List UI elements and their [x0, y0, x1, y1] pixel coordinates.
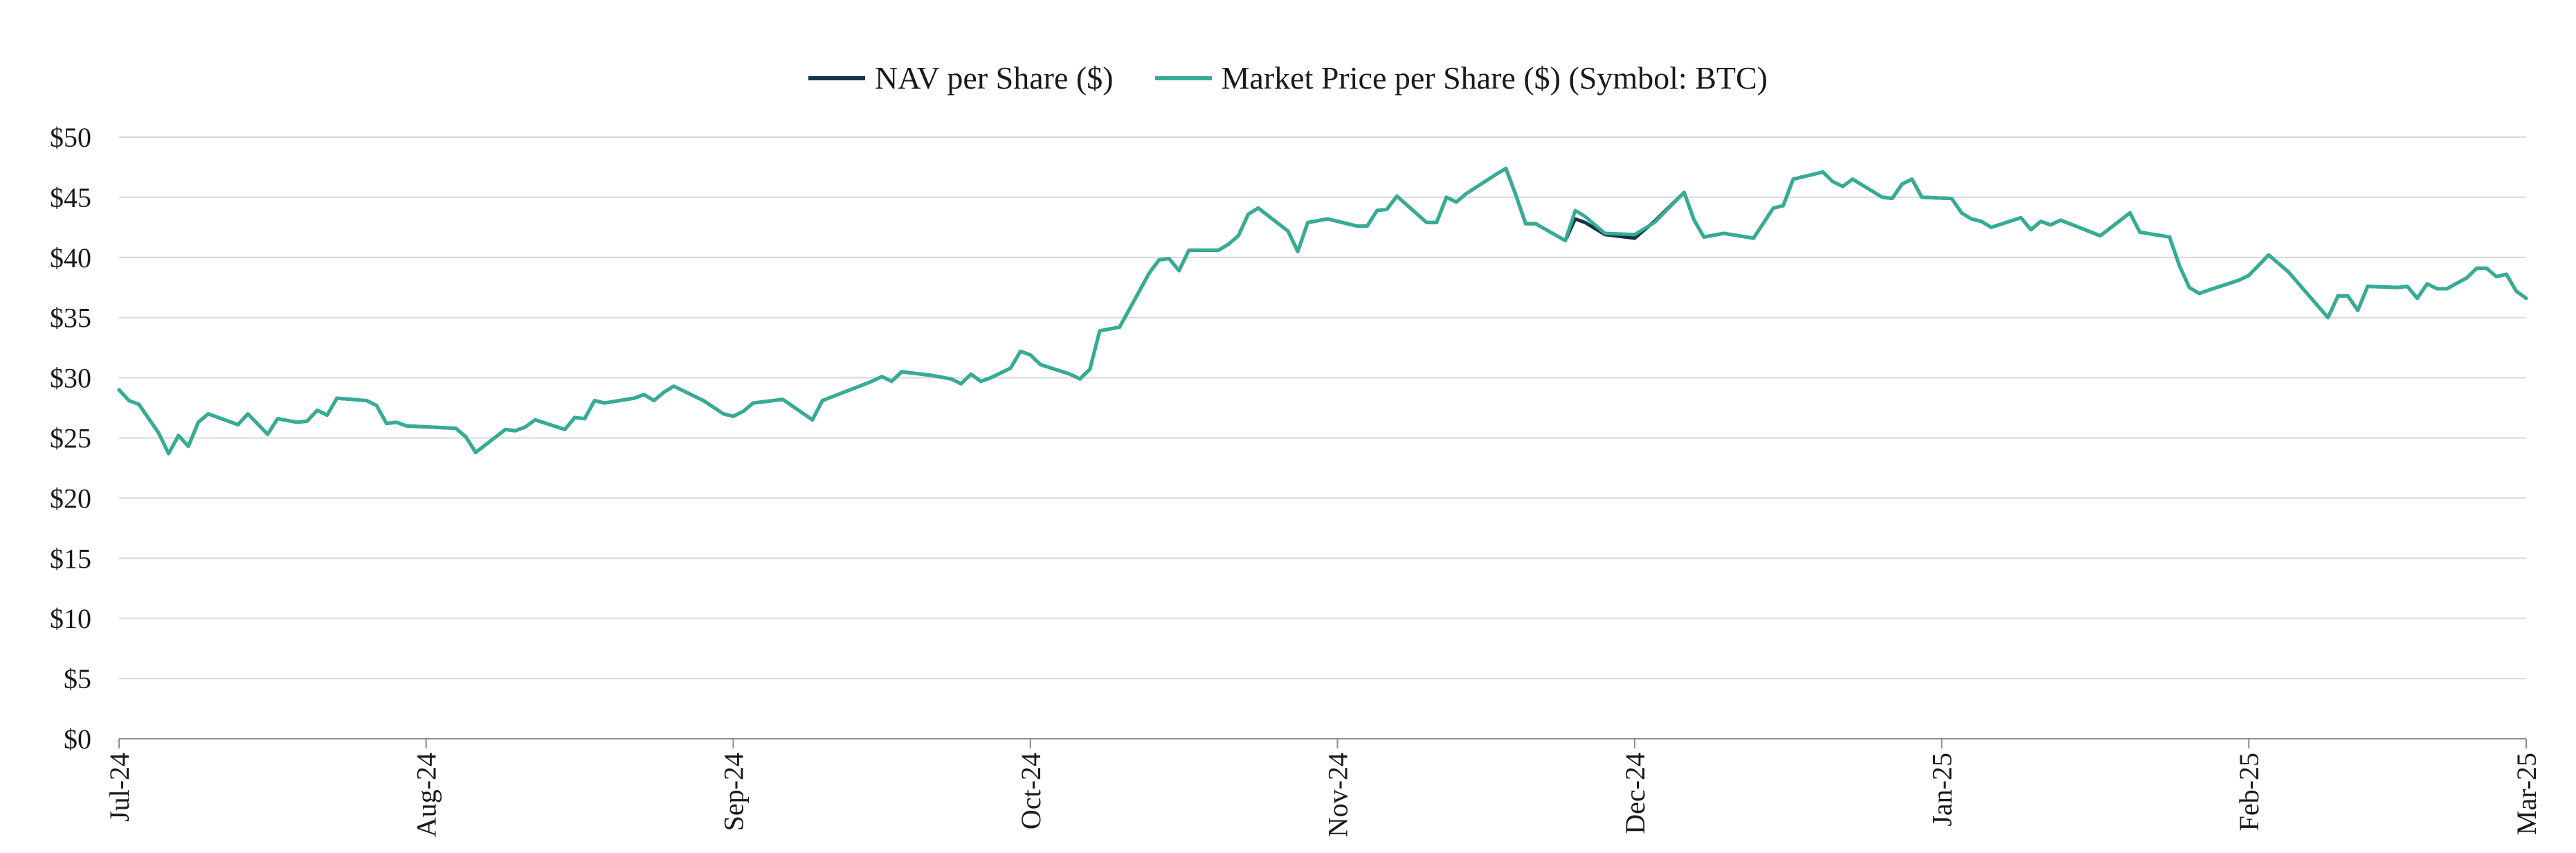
y-tick-label: $10	[50, 603, 91, 634]
x-tick-label: Oct-24	[1015, 753, 1046, 829]
chart-legend: NAV per Share ($) Market Price per Share…	[0, 54, 2576, 102]
y-tick-label: $40	[50, 242, 91, 273]
legend-item-nav: NAV per Share ($)	[808, 54, 1114, 102]
x-tick-label: Mar-25	[2511, 753, 2542, 835]
x-tick-label: Feb-25	[2233, 753, 2265, 831]
y-tick-label: $5	[64, 663, 91, 694]
x-tick-label: Jan-25	[1927, 753, 1958, 827]
y-tick-label: $50	[50, 122, 91, 153]
y-tick-label: $45	[50, 182, 91, 213]
y-tick-label: $30	[50, 363, 91, 394]
x-tick-label: Sep-24	[718, 753, 749, 831]
legend-label-nav: NAV per Share ($)	[875, 60, 1114, 96]
y-tick-label: $20	[50, 483, 91, 514]
x-tick-label: Nov-24	[1322, 753, 1353, 837]
market-price-series-line	[117, 166, 2528, 456]
x-tick-label: Dec-24	[1620, 753, 1651, 834]
y-tick-label: $0	[64, 724, 91, 755]
y-tick-label: $25	[50, 423, 91, 454]
nav-series-line	[117, 166, 2528, 456]
y-tick-label: $15	[50, 543, 91, 574]
legend-swatch-market	[1154, 76, 1212, 80]
x-tick-label: Aug-24	[411, 753, 442, 837]
y-tick-label: $35	[50, 303, 91, 334]
legend-swatch-nav	[808, 76, 865, 80]
legend-label-market: Market Price per Share ($) (Symbol: BTC)	[1221, 60, 1768, 96]
legend-item-market: Market Price per Share ($) (Symbol: BTC)	[1154, 54, 1768, 102]
x-tick-label: Jul-24	[104, 753, 135, 822]
